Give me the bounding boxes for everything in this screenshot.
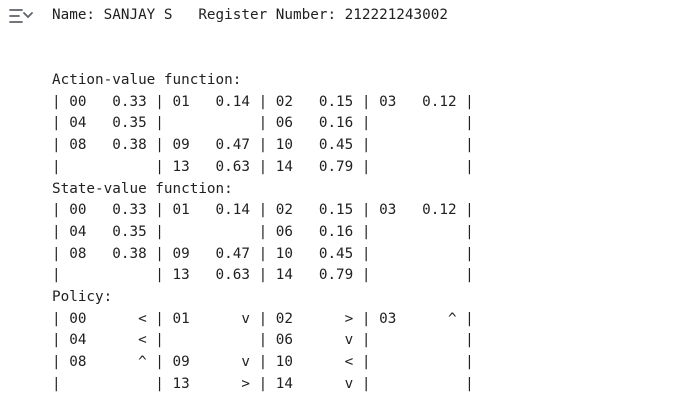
action-value-row: | 08 0.38 | 09 0.47 | 10 0.45 | | <box>52 137 474 154</box>
action-value-row: | | 13 0.63 | 14 0.79 | | <box>52 158 474 175</box>
policy-title: Policy: <box>52 288 113 305</box>
state-value-row: | 08 0.38 | 09 0.47 | 10 0.45 | | <box>52 245 474 262</box>
action-value-row: | 04 0.35 | | 06 0.16 | | <box>52 115 474 132</box>
blank-line <box>52 48 474 70</box>
policy-row: | 08 ^ | 09 v | 10 < | | <box>52 354 474 370</box>
action-value-title: Action-value function: <box>52 72 242 89</box>
state-value-row: | 04 0.35 | | 06 0.16 | | <box>52 223 474 240</box>
policy-row: | 04 < | | 06 v | | <box>52 332 474 349</box>
action-value-row: | 00 0.33 | 01 0.14 | 02 0.15 | 03 0.12 … <box>52 93 474 110</box>
output-header-line: Name: SANJAY S Register Number: 21222124… <box>52 7 448 23</box>
policy-row: | 00 < | 01 v | 02 > | 03 ^ | <box>52 310 474 327</box>
cell-output: Name: SANJAY S Register Number: 21222124… <box>52 5 474 395</box>
state-value-title: State-value function: <box>52 180 233 197</box>
state-value-row: | | 13 0.63 | 14 0.79 | | <box>52 267 474 284</box>
state-value-row: | 00 0.33 | 01 0.14 | 02 0.15 | 03 0.12 … <box>52 202 474 219</box>
policy-row: | | 13 > | 14 v | | <box>52 375 474 392</box>
output-collapse-icon[interactable] <box>8 6 36 28</box>
blank-line <box>52 27 474 49</box>
